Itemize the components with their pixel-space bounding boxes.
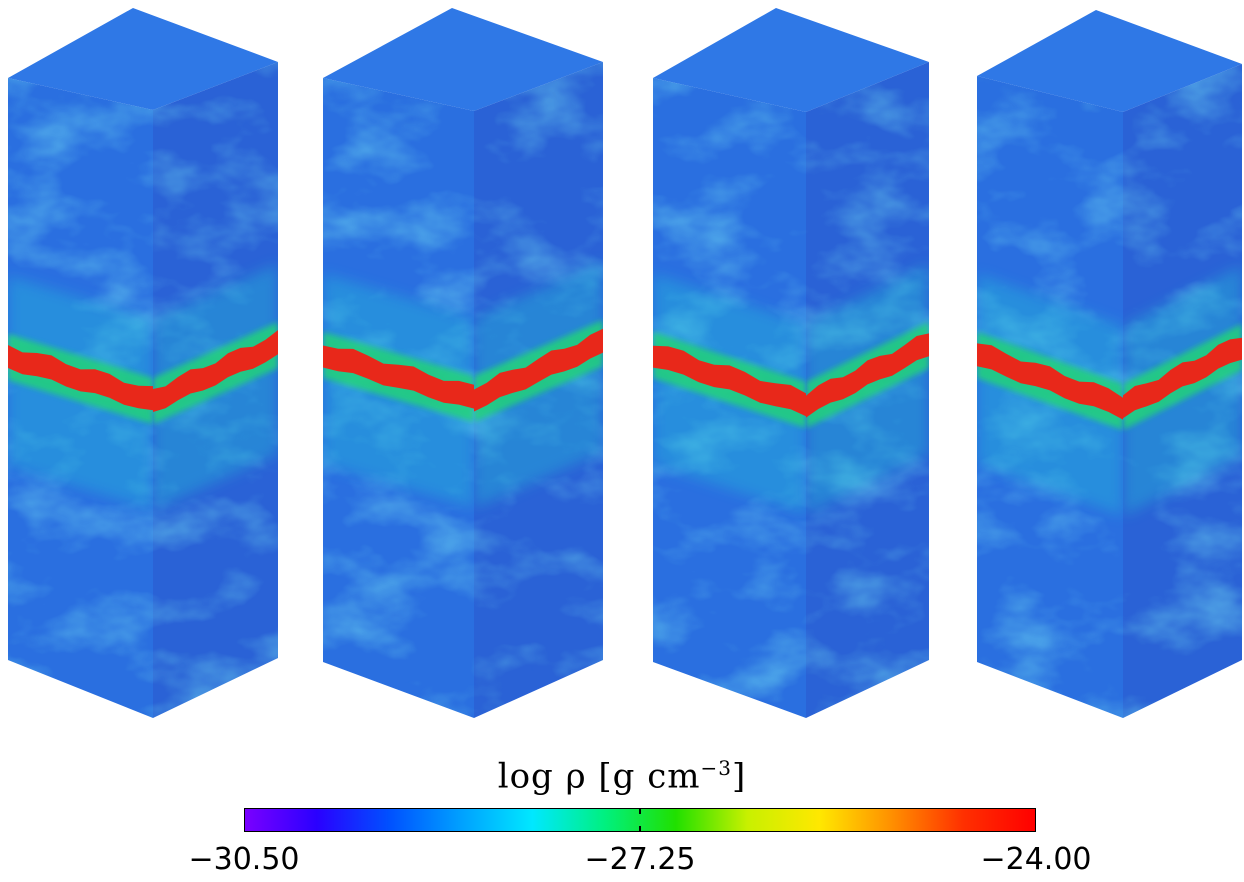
- simulation-panels: [8, 8, 1242, 718]
- colorbar-title-exponent: −3: [700, 756, 733, 780]
- box-right-face: [474, 62, 603, 718]
- box-left-face: [323, 78, 474, 718]
- panel-1: [8, 8, 278, 718]
- colorbar-title-prefix: log ρ [g cm: [497, 756, 701, 797]
- box-top-face: [653, 8, 929, 112]
- colorbar-title: log ρ [g cm−3]: [0, 756, 1244, 796]
- colorbar-tick-max: −24.00: [980, 842, 1092, 877]
- panel-2: [323, 8, 603, 718]
- box-right-face: [153, 62, 278, 718]
- box-left-face: [653, 78, 806, 718]
- box-left-face: [8, 78, 153, 718]
- box-top-face: [323, 8, 603, 111]
- colorbar-mid-tick-top: [639, 808, 641, 814]
- box-right-face: [806, 62, 929, 718]
- colorbar-tick-mid: −27.25: [584, 842, 696, 877]
- colorbar-title-suffix: ]: [732, 756, 747, 797]
- box-left-face: [977, 76, 1123, 718]
- colorbar-tick-min: −30.50: [188, 842, 300, 877]
- colorbar-mid-tick-bottom: [639, 826, 641, 832]
- panel-3: [653, 8, 929, 718]
- box-top-face: [977, 10, 1242, 112]
- box-top-face: [8, 8, 278, 110]
- box-right-face: [1123, 64, 1242, 718]
- panel-4: [977, 10, 1242, 718]
